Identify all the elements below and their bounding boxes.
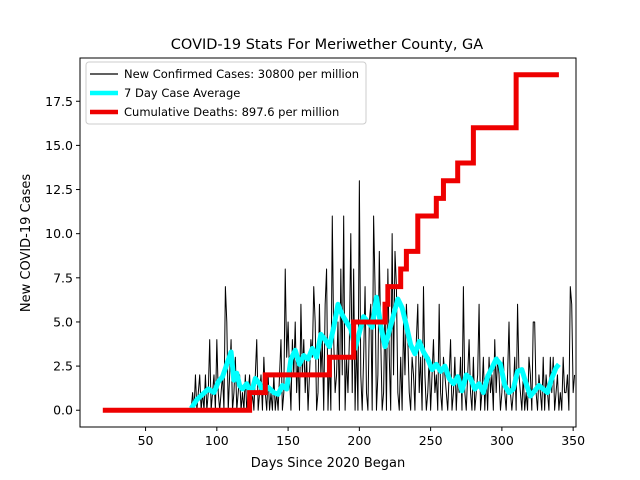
y-tick-label: 2.5	[53, 359, 73, 374]
x-axis: 50 100 150 200 250 300 350	[138, 427, 585, 448]
legend-box	[85, 61, 367, 125]
series-7-day-average-line	[189, 294, 561, 410]
x-tick-label: 50	[138, 433, 154, 448]
x-tick-label: 150	[276, 433, 300, 448]
y-axis: 0.0 2.5 5.0 7.5 10.0 12.5 15.0 17.5	[45, 94, 80, 418]
chart-title: COVID-19 Stats For Meriwether County, GA	[171, 37, 483, 53]
y-tick-label: 7.5	[53, 270, 73, 285]
axes-frame	[79, 57, 577, 428]
y-tick-label: 10.0	[45, 226, 73, 241]
x-tick-label: 300	[490, 433, 514, 448]
legend: New Confirmed Cases: 30800 per million 7…	[85, 61, 367, 125]
x-tick-label: 350	[561, 433, 585, 448]
legend-label-7day-avg: 7 Day Case Average	[124, 86, 240, 100]
plot-area: 50 100 150 200 250 300 350 0.0 2.5 5.0 7.5 10.0 12.…	[45, 57, 585, 448]
y-tick-label: 15.0	[45, 138, 73, 153]
x-tick-label: 100	[205, 433, 229, 448]
x-tick-label: 200	[347, 433, 371, 448]
x-axis-label: Days Since 2020 Began	[251, 456, 406, 471]
y-tick-label: 17.5	[45, 94, 73, 109]
y-tick-label: 5.0	[53, 314, 73, 329]
x-tick-label: 250	[419, 433, 443, 448]
y-axis-label: New COVID-19 Cases	[19, 174, 34, 312]
series-layer	[102, 72, 576, 413]
series-cumulative-deaths-line	[102, 72, 559, 413]
y-tick-label: 12.5	[45, 182, 73, 197]
y-tick-label: 0.0	[53, 403, 73, 418]
legend-label-new-cases: New Confirmed Cases: 30800 per million	[124, 67, 359, 81]
legend-label-deaths: Cumulative Deaths: 897.6 per million	[124, 105, 339, 119]
